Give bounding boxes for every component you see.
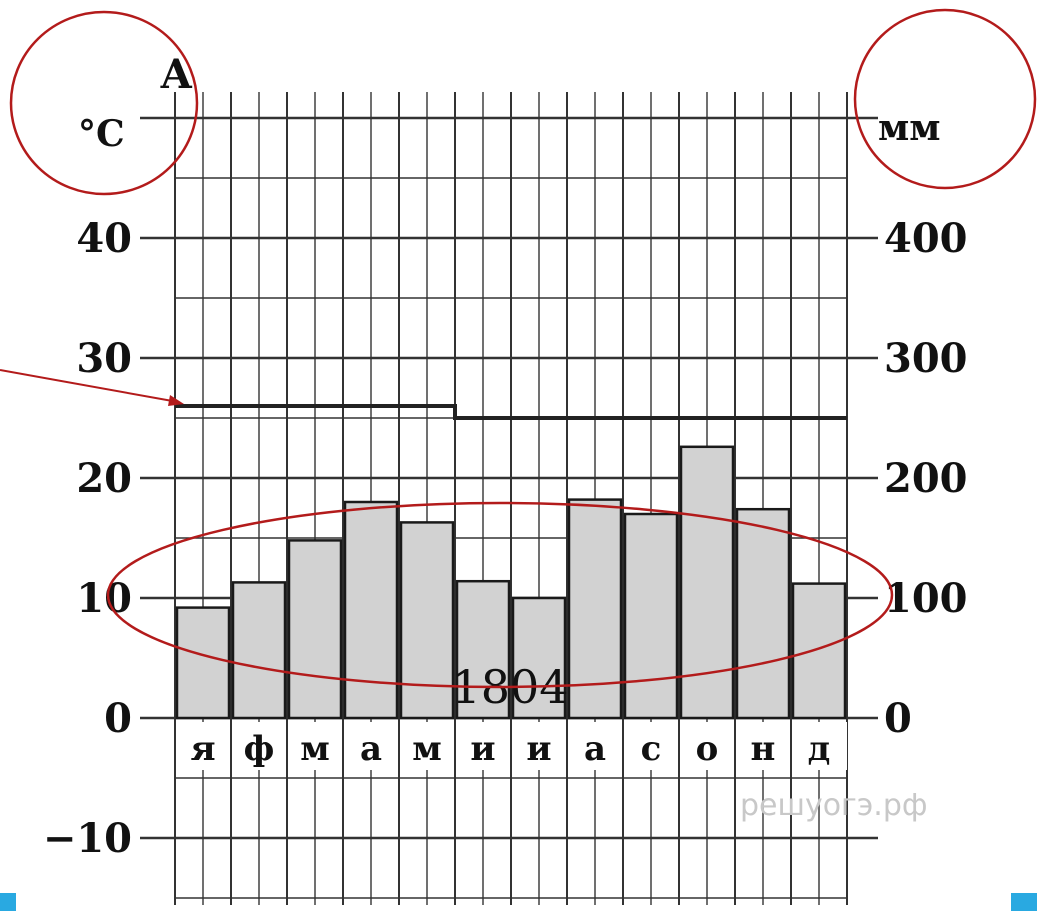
left-axis-tick-label: 0 [104, 695, 132, 742]
precipitation-bar [455, 579, 511, 720]
month-label: я [190, 729, 215, 769]
annotation-ellipse-bars [106, 501, 894, 689]
left-axis-tick-label: 20 [76, 455, 132, 502]
month-label: с [641, 729, 662, 769]
precipitation-bar [623, 512, 679, 720]
left-axis-unit: °C [78, 113, 125, 155]
month-label: а [584, 729, 606, 769]
month-label: и [470, 729, 495, 769]
precipitation-bar [679, 445, 735, 720]
month-label: д [808, 729, 831, 769]
annotation-circle-left [9, 10, 199, 196]
right-axis-tick-label: 400 [884, 215, 968, 262]
right-axis-tick-label: 300 [884, 335, 968, 382]
annotation-arrow [0, 369, 179, 403]
precipitation-bar [231, 581, 287, 720]
month-label: м [412, 729, 442, 769]
right-axis-tick-label: 100 [884, 575, 968, 622]
right-axis-tick-label: 200 [884, 455, 968, 502]
right-axis-tick-label: 0 [884, 695, 912, 742]
precipitation-bar [511, 596, 567, 720]
precipitation-bars [175, 445, 847, 720]
month-label: ф [244, 729, 275, 769]
watermark: решуогэ.рф [740, 788, 928, 823]
precipitation-bar [567, 498, 623, 720]
precipitation-bar [343, 500, 399, 720]
precipitation-bar [399, 521, 455, 720]
left-axis-tick-label: 40 [76, 215, 132, 262]
left-axis-tick-label: 10 [76, 575, 132, 622]
precipitation-bar [287, 539, 343, 720]
month-label: м [300, 729, 330, 769]
left-axis-tick-label: 30 [76, 335, 132, 382]
annotation-circle-right [853, 8, 1037, 190]
corner-accent-right [1011, 893, 1037, 911]
right-axis-unit: мм [878, 107, 941, 149]
temperature-line [175, 404, 847, 420]
annotation-arrowhead [168, 395, 184, 406]
precipitation-bar [791, 582, 847, 720]
left-axis-tick-label: −10 [43, 815, 132, 862]
month-label: о [696, 729, 719, 769]
precipitation-bar [175, 606, 231, 720]
chart-label: А [160, 51, 193, 98]
month-label: а [360, 729, 382, 769]
precipitation-bar [735, 507, 791, 720]
chart-grid [140, 92, 878, 905]
corner-accent-left [0, 893, 16, 911]
month-label: н [751, 729, 776, 769]
month-label: и [526, 729, 551, 769]
